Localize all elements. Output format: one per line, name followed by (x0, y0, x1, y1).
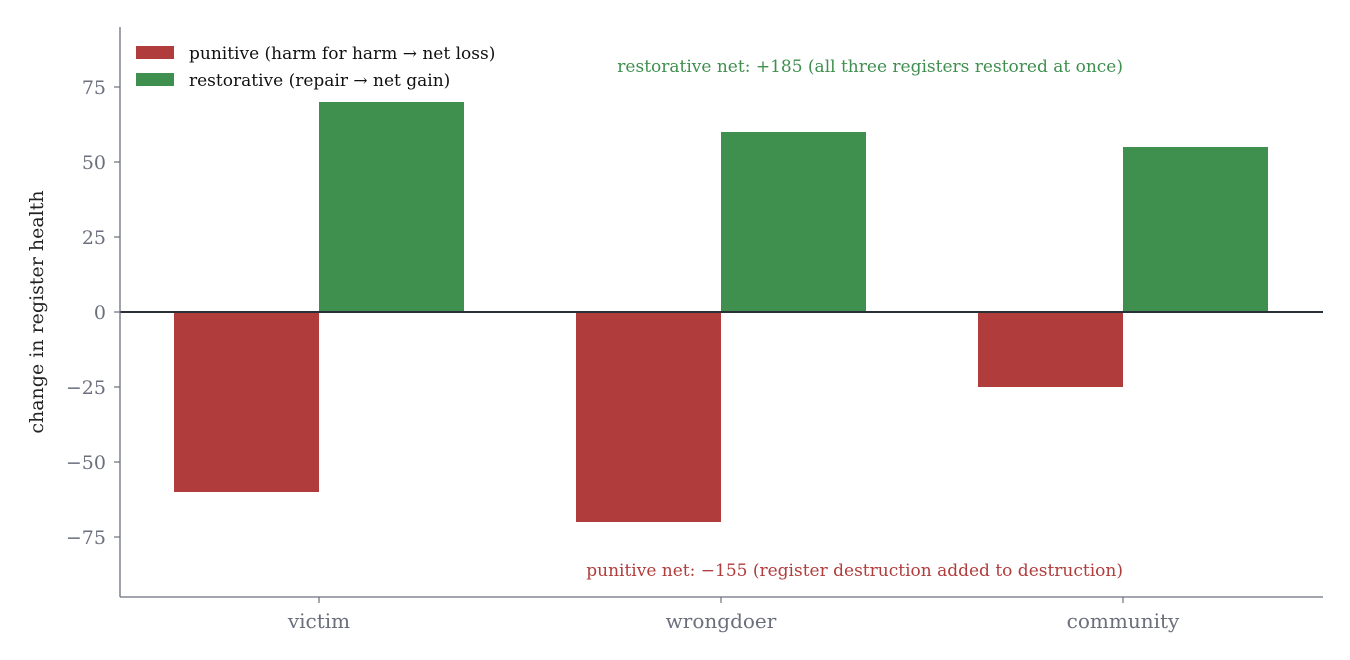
restorative-net-annotation: restorative net: +185 (all three registe… (617, 57, 1123, 77)
punitive-bar-community (978, 312, 1123, 387)
restorative-bar-victim (319, 102, 464, 312)
legend-label-restorative: restorative (repair → net gain) (189, 71, 450, 91)
y-tick-label: −25 (66, 377, 106, 399)
annotations-group: restorative net: +185 (all three registe… (586, 57, 1123, 581)
x-tick-label-wrongdoer: wrongdoer (666, 609, 777, 633)
legend-swatch-restorative (136, 73, 174, 86)
y-ticks-group: −75 −50 −25 0 25 50 75 (66, 77, 120, 549)
legend: punitive (harm for harm → net loss) resto… (136, 44, 495, 91)
punitive-bar-victim (174, 312, 319, 492)
y-tick-label: 0 (94, 302, 106, 324)
x-tick-label-community: community (1067, 609, 1180, 633)
legend-swatch-punitive (136, 46, 174, 59)
restorative-bar-wrongdoer (721, 132, 866, 312)
punitive-net-annotation: punitive net: −155 (register destruction… (586, 561, 1123, 581)
bars-group (174, 102, 1268, 522)
x-tick-label-victim: victim (287, 609, 350, 633)
y-axis-label: change in register health (26, 190, 48, 433)
legend-label-punitive: punitive (harm for harm → net loss) (189, 44, 495, 64)
y-tick-label: −75 (66, 527, 106, 549)
y-tick-label: 50 (82, 152, 106, 174)
y-tick-label: −50 (66, 452, 106, 474)
restorative-bar-community (1123, 147, 1268, 312)
y-tick-label: 75 (82, 77, 106, 99)
x-ticks-group: victim wrongdoer community (287, 597, 1180, 633)
punitive-bar-wrongdoer (576, 312, 721, 522)
y-tick-label: 25 (82, 227, 106, 249)
